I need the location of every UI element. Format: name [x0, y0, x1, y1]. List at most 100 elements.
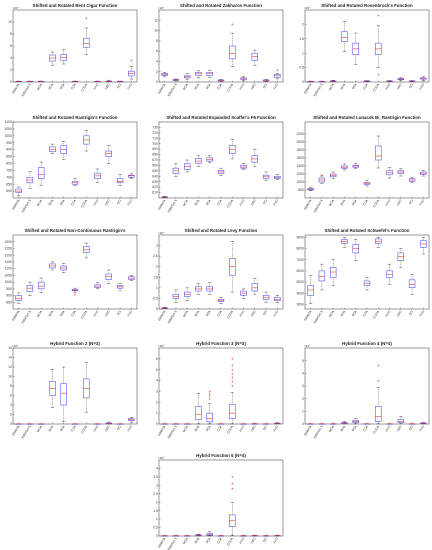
y-tick-label: 1100 — [5, 120, 12, 124]
box-hbo — [105, 79, 112, 82]
y-tick-label: 1 — [156, 411, 158, 415]
box-coa — [217, 297, 225, 304]
iqr-box — [307, 285, 314, 296]
axes-frame — [12, 121, 138, 199]
box-bsa — [352, 162, 359, 170]
chart-title: Shifted and Rotated Schwefel's Function — [325, 228, 410, 233]
x-tick-label: COA — [362, 309, 369, 318]
outlier-marker — [377, 73, 380, 76]
x-tick-label: EBWOA-S — [167, 425, 178, 440]
y-tick-label: 3 — [156, 244, 158, 248]
box-coa — [217, 423, 225, 425]
chart-title: Shifted and Rotated Non-Continuous Rastr… — [25, 228, 126, 233]
outlier-marker — [231, 364, 234, 367]
box-cooa — [83, 362, 90, 413]
x-tick-label: HHO — [384, 424, 391, 432]
y-tick-label: 0 — [156, 307, 158, 311]
x-tick-label: EBWOA-S — [313, 83, 324, 98]
axes-frame — [158, 459, 284, 537]
box-cooa — [83, 17, 90, 55]
x-tick-label: HBO — [250, 309, 257, 317]
x-tick-label: HHO — [238, 536, 245, 544]
y-tick-label: 1150 — [5, 260, 12, 264]
box-ebwoa-s — [172, 535, 180, 537]
box-cooa — [229, 23, 236, 67]
y-tick-label: 7000 — [296, 258, 304, 262]
x-tick-label: SCI — [262, 199, 268, 206]
box-hho — [386, 80, 393, 82]
box-ebwoa — [307, 80, 314, 83]
box-bsa — [60, 141, 67, 160]
axis-exponent: ×10⁵ — [158, 6, 165, 10]
y-tick-label: 2 — [10, 68, 12, 72]
x-tick-label: EBWOA — [157, 424, 167, 437]
iqr-box — [229, 45, 236, 60]
x-tick-label: WOA — [36, 424, 44, 433]
box-cooa — [229, 241, 236, 293]
x-tick-label: EBWOA — [303, 309, 313, 322]
box-ebwoa-s — [318, 263, 326, 291]
x-tick-label: FHO — [418, 424, 425, 432]
x-tick-label: HHO — [238, 198, 245, 206]
box-cooa — [83, 130, 90, 152]
y-tick-label: 2 — [302, 397, 304, 401]
y-tick-label: 1800 — [296, 148, 304, 152]
box-ebwoa-s — [172, 78, 180, 82]
x-tick-label: COOA — [80, 82, 89, 93]
axes-frame — [12, 347, 138, 425]
x-tick-label: COA — [70, 198, 77, 207]
box-coa — [71, 423, 79, 425]
y-tick-label: 2 — [156, 70, 158, 74]
y-tick-label: 0 — [302, 80, 304, 84]
x-tick-label: COA — [70, 82, 77, 91]
box-hbo — [105, 145, 112, 164]
box-coa — [71, 287, 79, 296]
axis-exponent: ×10¹⁰ — [12, 6, 20, 10]
y-tick-label: 10 — [8, 20, 12, 24]
y-tick-label: 9000 — [296, 235, 304, 239]
box-woa — [38, 423, 45, 425]
box-boa — [49, 261, 56, 271]
box-fho — [274, 422, 281, 424]
axes-frame — [304, 121, 430, 199]
box-ebwoa-s — [172, 289, 180, 303]
box-fho — [274, 534, 281, 537]
box-sci — [262, 291, 270, 303]
chart-title: Hybrid Function 4 (N=4) — [342, 341, 392, 346]
box-boa — [341, 163, 348, 171]
x-tick-label: BOA — [194, 82, 201, 90]
outlier-marker — [231, 385, 234, 387]
chart-panel: Hybrid Function 5 (N=4) ×10⁹ 0 0.5 1 1.5 2 2.5 3… — [153, 453, 284, 550]
y-tick-label: 5 — [302, 359, 304, 363]
outlier-marker — [231, 376, 234, 379]
chart-title: Shifted and Rotated Levy Function — [185, 228, 258, 233]
x-tick-label: EBWOA — [11, 82, 21, 95]
iqr-box — [116, 178, 124, 184]
x-tick-label: HBO — [396, 424, 403, 432]
y-tick-label: 1.5 — [153, 509, 158, 513]
y-tick-label: 8 — [10, 32, 12, 36]
x-tick-label: SCI — [116, 310, 122, 317]
iqr-box — [318, 270, 326, 282]
y-tick-label: 1200 — [296, 172, 304, 176]
box-ebwoa — [307, 187, 314, 192]
y-tick-label: 4 — [10, 56, 12, 60]
outlier-marker — [130, 59, 133, 62]
chart-title: Hybrid Function 5 (N=4) — [196, 453, 246, 458]
axis-exponent: ×10⁹ — [12, 344, 19, 348]
x-tick-label: BSA — [351, 82, 358, 90]
y-tick-label: 1000 — [296, 180, 304, 184]
iqr-box — [26, 285, 34, 292]
box-ebwoa-s — [318, 174, 326, 184]
iqr-box — [229, 404, 236, 419]
outlier-marker — [231, 357, 234, 360]
x-tick-label: COA — [362, 198, 369, 207]
box-boa — [195, 155, 202, 167]
box-ebwoa-s — [26, 423, 34, 425]
y-tick-label: 660 — [152, 164, 158, 168]
box-bsa — [206, 155, 213, 163]
x-tick-label: HBO — [250, 82, 257, 90]
y-tick-label: 1 — [302, 51, 304, 55]
box-fho — [128, 173, 135, 179]
iqr-box — [83, 37, 90, 48]
